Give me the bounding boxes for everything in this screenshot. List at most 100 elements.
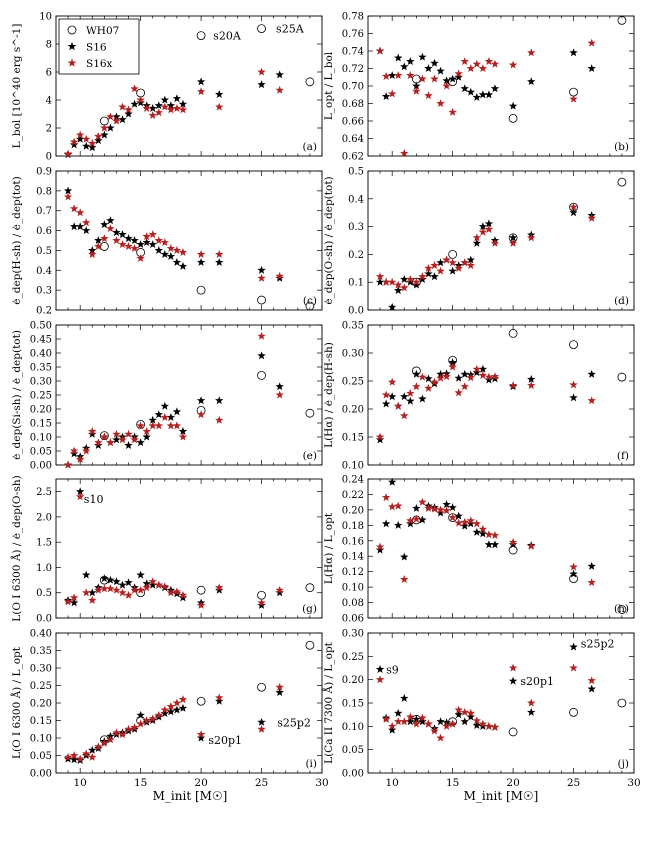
- point-S16: [466, 519, 475, 528]
- point-S16: [112, 112, 121, 121]
- point-S16x: [388, 89, 397, 98]
- point-S16: [69, 755, 79, 764]
- point-S16x: [178, 432, 188, 441]
- point-WH07: [617, 15, 627, 25]
- point-S16x: [69, 204, 79, 213]
- point-WH07: [257, 295, 266, 305]
- point-S16: [166, 413, 176, 421]
- point-S16: [275, 70, 284, 79]
- point-S16: [94, 136, 103, 145]
- point-S16x: [569, 202, 578, 211]
- point-S16x: [412, 719, 421, 728]
- point-S16: [466, 87, 475, 96]
- point-S16: [375, 545, 385, 554]
- y-tick-label: 0.9: [36, 167, 52, 178]
- point-S16: [418, 515, 427, 524]
- point-S16x: [466, 708, 475, 717]
- point-S16: [388, 71, 397, 80]
- point-S16x: [76, 754, 85, 763]
- y-tick-label: 0.10: [30, 433, 52, 444]
- y-tick-label: 0.4: [348, 194, 364, 205]
- annotation: s10: [84, 493, 104, 506]
- point-S16x: [148, 111, 157, 119]
- point-S16x: [172, 246, 182, 254]
- point-S16: [154, 246, 163, 254]
- y-tick-label: 0.16: [342, 536, 364, 547]
- y-tick-label: 0.3: [36, 286, 52, 297]
- point-S16x: [472, 519, 481, 528]
- point-S16x: [460, 382, 469, 391]
- y-tick-label: 8: [46, 40, 52, 51]
- annotation: s25p2: [581, 637, 615, 650]
- point-S16x: [136, 253, 145, 262]
- point-S16x: [448, 107, 457, 116]
- point-S16x: [466, 516, 475, 525]
- y-tick-label: 0.06: [342, 614, 364, 625]
- point-S16x: [257, 273, 266, 282]
- y-tick-label: 0.10: [30, 734, 52, 745]
- point-S16x: [76, 492, 85, 501]
- x-tick-label: 15: [446, 777, 459, 789]
- point-S16x: [375, 272, 385, 281]
- point-S16: [424, 269, 433, 278]
- y-tick-label: 0.5: [36, 588, 52, 599]
- point-S16x: [400, 717, 409, 726]
- point-S16x: [508, 537, 518, 546]
- point-S16: [100, 130, 109, 139]
- point-S16x: [275, 585, 284, 594]
- point-WH07: [257, 682, 266, 692]
- point-S16x: [412, 86, 421, 95]
- point-WH07: [508, 113, 518, 123]
- point-S16: [454, 511, 463, 520]
- point-WH07: [617, 177, 627, 187]
- point-S16: [106, 216, 115, 225]
- point-S16x: [448, 258, 457, 267]
- x-axis-title-right: M_init [M☉]: [464, 789, 539, 803]
- point-WH07: [196, 285, 206, 295]
- point-S16: [136, 98, 145, 107]
- y-tick-label: 1.0: [36, 563, 52, 574]
- point-S16: [412, 280, 421, 289]
- y-tick-label: 0.00: [342, 769, 364, 780]
- point-S16: [215, 696, 224, 705]
- point-WH07: [305, 640, 315, 650]
- point-S16: [454, 72, 463, 81]
- x-tick-label: 20: [194, 777, 207, 789]
- point-S16x: [442, 506, 451, 515]
- point-S16: [490, 84, 500, 93]
- point-S16x: [124, 590, 133, 599]
- panel-d: 0.0 0.1 0.2 0.3 0.4 0.5 ė_dep(O-sh) / ė_dep(to…: [323, 167, 635, 317]
- point-S16x: [100, 123, 109, 132]
- point-S16: [400, 693, 409, 702]
- point-S16x: [130, 435, 139, 444]
- point-S16x: [472, 233, 481, 242]
- y-tick-label: 0.72: [342, 64, 364, 75]
- point-S16x: [124, 105, 133, 114]
- point-S16x: [460, 258, 469, 267]
- point-S16x: [406, 712, 415, 721]
- point-WH07: [305, 301, 315, 311]
- point-S16: [215, 257, 224, 266]
- y-tick-label: 0.25: [30, 391, 52, 402]
- point-S16x: [484, 224, 494, 233]
- point-S16: [118, 580, 127, 589]
- point-S16: [136, 710, 145, 719]
- panels: 0 2 4 6 8 10 L_bol [10^40 erg s^-1] (a) s20A s25A…: [9, 12, 641, 790]
- point-S16: [381, 92, 391, 101]
- point-S16x: [100, 584, 109, 593]
- point-S16x: [142, 232, 151, 241]
- point-S16: [400, 275, 409, 283]
- point-S16: [257, 717, 266, 726]
- point-S16x: [136, 95, 145, 104]
- y-tick-label: 0.0: [348, 306, 364, 317]
- point-S16x: [130, 244, 139, 252]
- point-S16x: [418, 272, 427, 281]
- point-S16x: [82, 134, 91, 143]
- point-S16: [454, 373, 463, 382]
- point-S16x: [94, 242, 103, 251]
- panel-i-label: (i): [305, 758, 317, 770]
- point-S16: [472, 368, 481, 377]
- point-S16: [412, 714, 421, 723]
- point-S16x: [430, 726, 439, 735]
- point-S16: [148, 415, 157, 424]
